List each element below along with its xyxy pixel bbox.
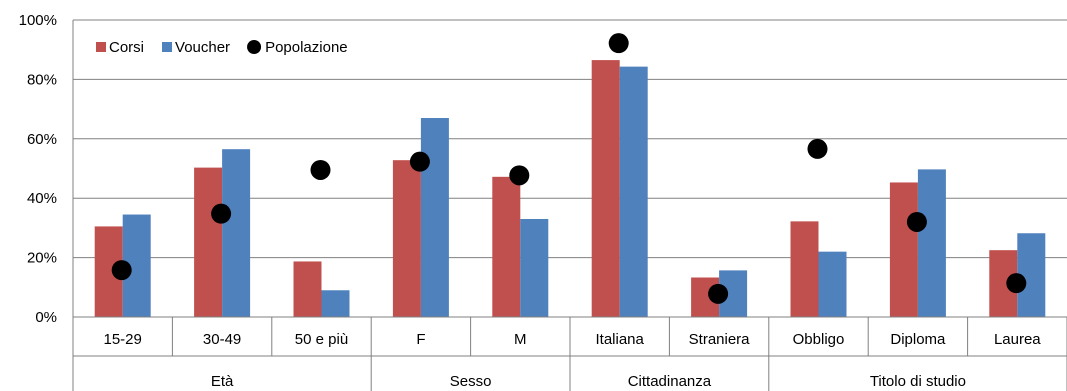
y-tick-label: 20%: [27, 250, 57, 267]
population-points: [111, 33, 1027, 304]
legend: Corsi Voucher Popolazione: [96, 39, 348, 56]
bar-corsi: [492, 176, 521, 317]
category-label: F: [416, 331, 425, 348]
point-popolazione: [807, 138, 828, 159]
y-axis-ticks: 0% 20% 40% 60% 80% 100%: [19, 12, 57, 326]
category-label: M: [514, 331, 527, 348]
bar-voucher: [321, 290, 350, 317]
point-popolazione: [211, 203, 232, 224]
bar-voucher: [818, 251, 847, 317]
bar-voucher: [619, 66, 648, 317]
legend-label: Voucher: [175, 39, 230, 56]
bar-voucher: [420, 118, 449, 317]
point-popolazione: [409, 151, 430, 172]
bar-corsi: [194, 167, 223, 317]
bar-corsi: [889, 182, 918, 317]
y-tick-label: 60%: [27, 131, 57, 148]
point-popolazione: [509, 165, 530, 186]
bar-voucher: [520, 218, 549, 317]
bar-corsi: [591, 60, 620, 317]
point-popolazione: [608, 33, 629, 54]
bars: [94, 60, 1046, 317]
group-label: Sesso: [450, 373, 492, 390]
bar-corsi: [790, 221, 819, 317]
point-popolazione: [310, 159, 331, 180]
category-labels: 15-29 30-49 50 e più F M Italiana Straniera Obb…: [104, 331, 1042, 348]
point-popolazione: [708, 283, 729, 304]
category-label: Straniera: [689, 331, 751, 348]
category-label: Italiana: [596, 331, 645, 348]
y-tick-label: 0%: [35, 309, 57, 326]
bar-voucher: [917, 169, 946, 317]
point-popolazione: [906, 211, 927, 232]
group-label: Cittadinanza: [628, 373, 712, 390]
y-tick-label: 80%: [27, 71, 57, 88]
y-tick-label: 40%: [27, 190, 57, 207]
y-tick-label: 100%: [19, 12, 57, 29]
category-label: 50 e più: [295, 331, 348, 348]
category-label: 15-29: [104, 331, 142, 348]
group-label: Titolo di studio: [870, 373, 966, 390]
x-axis: [72, 20, 1067, 391]
bar-corsi: [293, 261, 322, 317]
group-labels: Età Sesso Cittadinanza Titolo di studio: [211, 373, 966, 390]
bar-corsi: [392, 160, 421, 317]
category-label: 30-49: [203, 331, 241, 348]
legend-label: Corsi: [109, 39, 144, 56]
category-label: Laurea: [994, 331, 1041, 348]
point-popolazione: [1006, 273, 1027, 294]
group-label: Età: [211, 373, 234, 390]
category-label: Obbligo: [793, 331, 845, 348]
legend-swatch-popolazione: [247, 40, 262, 54]
point-popolazione: [111, 260, 132, 281]
category-label: Diploma: [890, 331, 946, 348]
legend-swatch-corsi: [96, 42, 106, 52]
bar-voucher: [222, 149, 251, 317]
legend-swatch-voucher: [162, 42, 173, 52]
legend-label: Popolazione: [265, 39, 348, 56]
